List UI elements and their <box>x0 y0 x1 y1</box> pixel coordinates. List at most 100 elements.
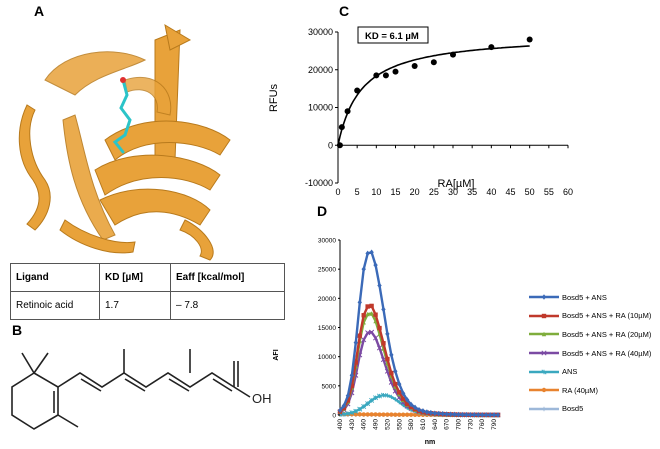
d-y-tick-label: 10000 <box>318 354 336 361</box>
c-data-point <box>450 51 456 58</box>
d-x-axis-label: nm <box>425 439 436 446</box>
d-data-point <box>373 395 379 401</box>
c-data-point <box>526 36 533 43</box>
panel-label-c: C <box>339 3 350 19</box>
kd-annotation-text: KD = 6.1 µM <box>365 31 419 42</box>
d-data-point <box>404 401 410 407</box>
c-x-tick-label: 10 <box>371 187 381 197</box>
d-data-point <box>384 392 390 398</box>
legend-label: Bosd5 <box>562 404 584 414</box>
hydroxyl-label: OH <box>252 391 272 406</box>
d-data-point <box>424 409 430 415</box>
legend-item: Bosd5 + ANS <box>529 288 651 307</box>
d-series-line <box>339 250 498 417</box>
d-data-point <box>349 383 355 389</box>
d-series <box>337 329 501 418</box>
d-data-point <box>440 411 445 417</box>
d-data-point <box>404 397 410 403</box>
d-data-point <box>381 341 386 346</box>
d-data-point <box>452 411 457 418</box>
table-header-eaff: Eaff [kcal/mol] <box>170 263 285 292</box>
legend-swatch <box>529 369 559 375</box>
d-data-point <box>468 411 473 418</box>
table-header-row: Ligand KD [µM] Eaff [kcal/mol] <box>10 263 285 292</box>
c-y-tick-label: 10000 <box>308 103 333 113</box>
d-data-point <box>369 329 375 335</box>
d-data-point <box>397 412 402 417</box>
d-x-tick-label: 640 <box>432 419 439 430</box>
legend-label: ANS <box>562 367 578 377</box>
d-x-tick-label: 490 <box>373 419 380 430</box>
d-y-tick-label: 0 <box>332 413 336 420</box>
d-data-point <box>408 412 414 417</box>
d-data-point <box>376 345 383 351</box>
c-x-tick-label: 55 <box>544 187 554 197</box>
d-data-point <box>373 412 378 417</box>
d-data-point <box>541 332 547 337</box>
d-data-point <box>365 304 370 309</box>
d-x-tick-label: 550 <box>396 419 403 430</box>
d-data-point <box>365 330 371 336</box>
c-x-tick-label: 0 <box>335 187 340 197</box>
d-x-tick-label: 730 <box>467 419 474 430</box>
d-data-point <box>361 412 366 417</box>
d-data-point <box>472 412 477 418</box>
d-y-axis-label: AFI <box>273 349 280 360</box>
d-data-point <box>389 412 394 417</box>
d-data-point <box>353 408 359 414</box>
d-data-point <box>369 397 375 403</box>
d-data-point <box>397 390 402 395</box>
d-data-point <box>337 407 343 414</box>
d-x-tick-label: 610 <box>420 419 427 430</box>
d-data-point <box>408 401 414 408</box>
table-cell-eaff: – 7.8 <box>170 291 285 320</box>
d-data-point <box>349 410 355 416</box>
legend-item: Bosd5 + ANS + RA (40µM) <box>529 344 651 363</box>
protein-structure-illustration <box>18 23 231 261</box>
d-data-point <box>369 311 374 316</box>
d-data-point <box>361 337 367 343</box>
table-header-kd: KD [µM] <box>99 263 171 292</box>
d-data-point <box>416 406 422 413</box>
panel-label-d: D <box>317 203 328 219</box>
d-data-point <box>369 303 374 309</box>
c-y-axis-label: RFUs <box>268 83 280 112</box>
d-data-point <box>345 411 351 417</box>
c-y-tick-label: 0 <box>328 140 333 150</box>
d-x-tick-label: 670 <box>444 419 451 430</box>
legend-label: Bosd5 + ANS <box>562 292 607 302</box>
c-x-tick-label: 50 <box>525 187 535 197</box>
d-data-point <box>541 406 547 412</box>
c-data-point <box>373 72 380 79</box>
d-data-point <box>377 325 382 331</box>
legend-swatch <box>529 388 559 393</box>
legend-swatch <box>529 350 559 356</box>
d-data-point <box>432 410 437 417</box>
d-data-point <box>349 372 355 379</box>
emission-spectra-chart: 0 5000 10000 15000 20000 25000 30000 400 430 460 4… <box>273 238 501 446</box>
c-data-point <box>430 59 437 66</box>
d-data-point <box>353 412 358 417</box>
d-data-point <box>460 411 465 418</box>
c-x-axis-label: RA[µM] <box>438 178 475 190</box>
legend-item: Bosd5 + ANS + RA (20µM) <box>529 325 651 344</box>
d-data-point <box>393 381 398 387</box>
c-x-tick-label: 60 <box>563 187 573 197</box>
d-data-point <box>341 411 347 417</box>
d-data-point <box>385 331 390 337</box>
d-x-tick-label: 760 <box>479 419 486 430</box>
c-data-point <box>411 62 418 69</box>
d-data-point <box>541 388 547 393</box>
d-data-point <box>353 339 358 346</box>
d-data-point <box>377 282 382 289</box>
d-x-tick-label: 580 <box>408 419 415 430</box>
binding-properties-table: Ligand KD [µM] Eaff [kcal/mol] Retinoic … <box>10 263 285 320</box>
d-data-point <box>357 412 362 417</box>
d-data-point <box>541 350 547 356</box>
d-x-tick-label: 520 <box>384 419 391 430</box>
c-y-tick-label: -10000 <box>305 178 333 188</box>
d-data-point <box>541 313 547 319</box>
c-x-tick-label: 25 <box>429 187 439 197</box>
d-data-point <box>448 411 453 418</box>
d-data-point <box>373 262 378 268</box>
